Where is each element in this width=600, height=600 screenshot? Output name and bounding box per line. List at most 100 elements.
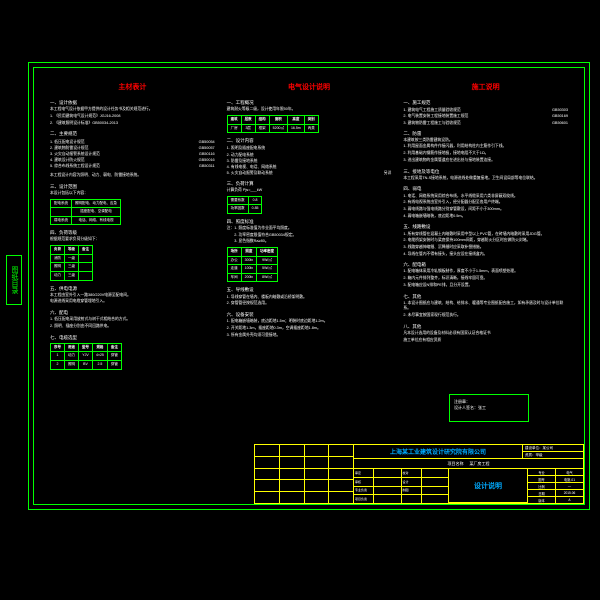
table-row: 2照明BV2.5穿管	[51, 361, 122, 370]
paragraph: 1. 导线穿管在墙内、楼板内暗敷或沿桥架明敷。	[227, 295, 392, 301]
table-cell: 三级	[65, 263, 79, 272]
meta-row: 比例—	[528, 483, 583, 490]
table-cell: 0.8	[248, 196, 262, 205]
signature-grid: 审定校对审核设计专业负责制图项目负责	[354, 469, 449, 503]
table-cell: BV	[79, 361, 93, 370]
paragraph: 2. 照明、插座分别由不同回路供电。	[50, 324, 215, 330]
table-cell: 厂房	[227, 124, 241, 133]
meta-cell: —	[556, 483, 583, 489]
sign-label: 制图	[402, 487, 422, 495]
section: 本工程设计内容为照明、动力、弱电、防雷接地系统。	[50, 173, 215, 179]
table-cell: 功率因数	[227, 205, 248, 214]
paragraph: 4. 导线在管内不得有接头，接头应设在接线盒内。	[403, 252, 568, 258]
column-1: 电气设计说明一、工程概况建筑耐火等级二级，设计使用年限50年。建筑层数结构面积高…	[227, 80, 392, 420]
paragraph: 本工程电气设计依据甲方提供的设计任务书及相关规范进行。	[50, 107, 215, 113]
paragraph: 4. 弱电箱嵌墙暗装，底边距地0.5m。	[403, 214, 568, 220]
table-row: 功率因数0.85	[227, 205, 262, 214]
paragraph: 建筑耐火等级二级，设计使用年限50年。	[227, 107, 392, 113]
data-table: 配电系统照明配电、动力配电、应急插座配电、空调配电弱电系统电话、网络、有线电视	[50, 199, 121, 226]
paragraph: 2. 开关距地1.3m，插座距地0.3m，空调插座距地1.8m。	[227, 326, 392, 332]
title-block: 上海某工业建筑设计研究院有限公司 建设单位：某公司 资质：甲级 项目名称 某厂房…	[254, 444, 584, 504]
stamp-box: 注册章： 设计人签名：张工	[449, 394, 529, 422]
table-row: 走道100lx5W/㎡	[227, 265, 277, 274]
section-title: 二、防雷	[403, 130, 568, 137]
section: 二、防雷本建筑按三类防雷建筑设防。1. 利用屋面金属构件作接闪器，利用结构柱内主…	[403, 130, 568, 164]
table-row: 照明三级	[51, 263, 93, 272]
column-header: 主材表计	[50, 82, 215, 93]
sign-row: 项目负责	[354, 495, 448, 503]
section-title: 一、工程概况	[227, 99, 392, 106]
meta-row: 图号电施-01	[528, 476, 583, 483]
meta-grid: 专业电气图号电施-01比例—日期2015.06版本A	[528, 469, 583, 503]
section: 四、弱电1. 电话、网络系统采用综合布线，水平线缆采用六类非屏蔽双绞线。2. 有…	[403, 185, 568, 219]
section: 六、设备安装1. 配电箱嵌墙暗装，底边距地1.5m；明装时底边距地1.2m。2.…	[227, 311, 392, 338]
paragraph: 2. 有线电视系统由室外引入，经分配器分配至各用户终端。	[403, 200, 568, 206]
content-area: 主材表计一、设计依据本工程电气设计依据甲方提供的设计任务书及相关规范进行。1. …	[42, 76, 576, 424]
section: 二、主要规范1. 低压配电设计规范GB500542. 建筑物防雷设计规范GB50…	[50, 130, 215, 169]
section: 七、其他1. 本设计图纸应与建筑、结构、给排水、暖通等专业图纸配合施工，如有矛盾…	[403, 293, 568, 319]
sign-label	[402, 495, 422, 503]
section: 三、设计范围本设计包括以下内容：配电系统照明配电、动力配电、应急插座配电、空调配…	[50, 183, 215, 226]
section-title: 七、电缆选型	[50, 334, 215, 341]
table-header-cell: 结构	[255, 116, 269, 125]
sign-label: 审核	[354, 478, 374, 486]
drawing-frame-inner: 主材表计一、设计依据本工程电气设计依据甲方提供的设计任务书及相关规范进行。1. …	[33, 67, 585, 505]
section-title: 四、照度标准	[227, 218, 392, 225]
column-header: 电气设计说明	[227, 82, 392, 93]
paragraph: 计算负荷 Pjs=___kW	[227, 188, 392, 194]
section-title: 八、其他	[403, 323, 568, 330]
table-header-cell: 类别	[304, 116, 318, 125]
paragraph: 3. 线路穿越伸缩缝、沉降缝时应采取补偿措施。	[403, 245, 568, 251]
section-title: 三、设计范围	[50, 183, 215, 190]
meta-cell: A	[556, 497, 583, 503]
table-cell: 8W/㎡	[257, 273, 278, 282]
table-cell: 照明	[51, 263, 65, 272]
section-title: 五、供电电源	[50, 285, 215, 292]
table-row: 车间200lx8W/㎡	[227, 273, 277, 282]
section: 六、配电1. 低压配电采用放射式与树干式相结合的方式。2. 照明、插座分别由不同…	[50, 309, 215, 330]
table-cell: 走道	[227, 265, 241, 274]
meta-cell: 电气	[556, 469, 583, 475]
title-block-main: 上海某工业建筑设计研究院有限公司 建设单位：某公司 资质：甲级 项目名称 某厂房…	[354, 444, 584, 504]
table-cell: 三级	[65, 271, 79, 280]
sign-label: 设计	[402, 478, 422, 486]
meta-cell: 比例	[528, 483, 556, 489]
paragraph: 2. 功率密度限值符合GB50034规定。	[227, 233, 392, 239]
section-title: 三、负荷计算	[227, 180, 392, 187]
section: 四、照度标准注：1. 照度标准值为作业面平均照度。 2. 功率密度限值符合GB5…	[227, 218, 392, 283]
section: 三、接地及等电位本工程采用TN-S接地系统，电源进线处做重复接地。卫生间设局部等…	[403, 168, 568, 182]
table-cell: 需要系数	[227, 196, 248, 205]
table-row: 配电系统照明配电、动力配电、应急	[51, 199, 121, 208]
meta-cell: 版本	[528, 497, 556, 503]
section: 五、导线敷设 1. 导线穿管在墙内、楼板内暗敷或沿桥架明敷。2. 穿管管径按规范选…	[227, 286, 392, 307]
table-cell: 框架	[255, 124, 269, 133]
data-table: 序号用途型号规格备注1动力YJV4×25穿管2照明BV2.5穿管	[50, 343, 122, 370]
section-title: 五、导线敷设	[227, 286, 392, 293]
paragraph: 本建筑按三类防雷建筑设防。	[403, 138, 568, 144]
company-name: 上海某工业建筑设计研究院有限公司	[354, 445, 523, 458]
sign-row: 专业负责制图	[354, 487, 448, 496]
spec-line: 3. 建筑物防雷工程施工与验收规范GB50601	[403, 120, 568, 126]
section-title: 六、配电	[50, 309, 215, 316]
table-cell: 消防	[51, 254, 65, 263]
table-cell: 办公	[227, 256, 241, 265]
paragraph: 1. 本设计图纸应与建筑、结构、给排水、暖通等专业图纸配合施工，如有矛盾及时与设…	[403, 301, 568, 312]
table-header-cell: 用途	[65, 343, 79, 352]
table-cell: 丙类	[304, 124, 318, 133]
section: 一、施工规范1. 建筑电气工程施工质量验收规范GB503032. 电气装置安装工…	[403, 99, 568, 125]
table-header-cell: 序号	[51, 343, 65, 352]
section: 六、配电箱1. 配电箱体采用冷轧钢板制作，厚度不小于1.5mm，表面喷塑处理。2…	[403, 261, 568, 288]
table-cell: 照明	[65, 361, 79, 370]
drawing-title: 设计说明	[449, 469, 527, 503]
sign-value	[422, 487, 449, 495]
paragraph: 3. 弱电线路与强电线路分别穿管敷设，间距不小于300mm。	[403, 207, 568, 213]
spec-line: 5. 综合布线系统工程设计规范GB50311	[50, 163, 215, 169]
paragraph: 2. 利用基础内钢筋作接地极，接地电阻不大于1Ω。	[403, 151, 568, 157]
section-title: 五、线路敷设	[403, 223, 568, 230]
section: 三、负荷计算计算负荷 Pjs=___kW 需要系数0.8功率因数0.85	[227, 180, 392, 214]
section-title: 二、主要规范	[50, 130, 215, 137]
table-cell: 穿管	[107, 352, 121, 361]
paragraph: 2. 穿管管径按规范选用。	[227, 301, 392, 307]
table-cell: 5W/㎡	[257, 265, 278, 274]
paragraph: 本工程采用TN-S接地系统，电源进线处做重复接地。卫生间设局部等电位联结。	[403, 176, 568, 182]
